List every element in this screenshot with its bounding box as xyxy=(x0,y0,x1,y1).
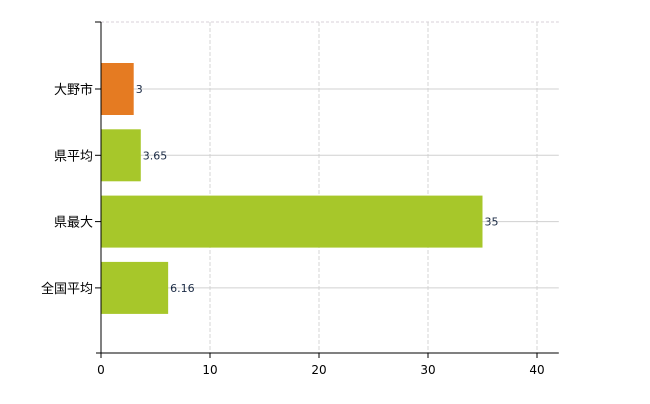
y-tick-label: 大野市 xyxy=(54,82,93,98)
data-label: 35 xyxy=(485,216,499,229)
x-tick-label: 40 xyxy=(529,363,544,377)
y-tick-label: 県最大 xyxy=(54,216,93,231)
x-tick-label: 30 xyxy=(420,363,435,377)
x-tick-label: 10 xyxy=(202,363,217,377)
data-label: 6.16 xyxy=(170,282,195,295)
y-tick-label: 県平均 xyxy=(54,149,93,164)
x-tick-label: 20 xyxy=(311,363,326,377)
y-tick-label: 全国平均 xyxy=(41,281,93,297)
x-tick-label: 0 xyxy=(97,363,105,377)
bar xyxy=(101,195,483,248)
bar xyxy=(101,129,141,182)
data-label: 3 xyxy=(136,83,143,96)
bar xyxy=(101,261,169,314)
bar xyxy=(101,63,134,115)
data-label: 3.65 xyxy=(143,149,168,162)
